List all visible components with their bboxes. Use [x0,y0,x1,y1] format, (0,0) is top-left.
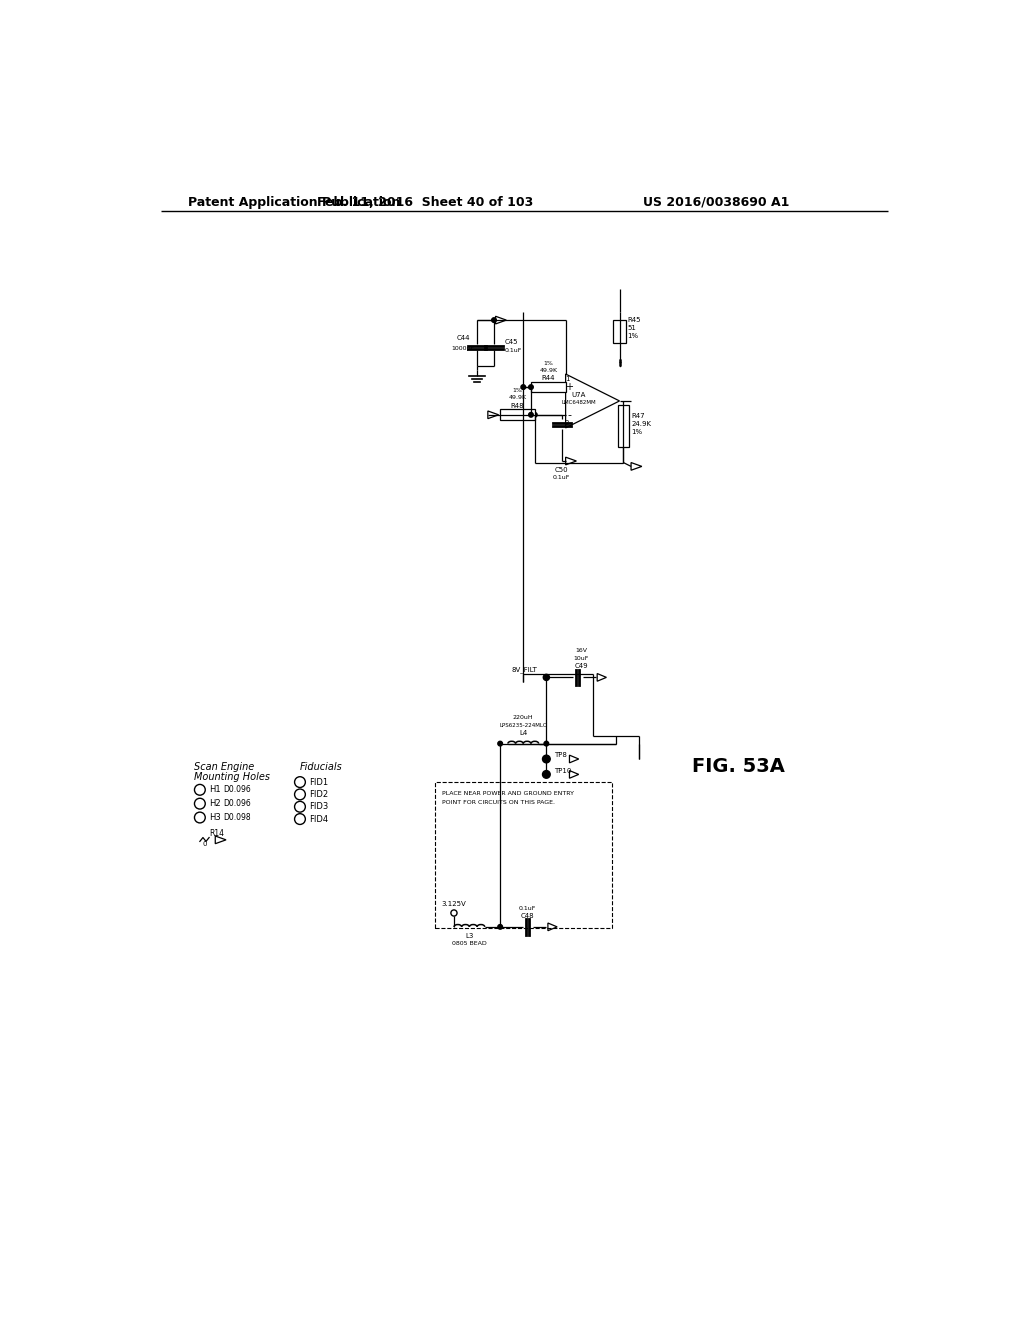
Text: D0.098: D0.098 [223,813,251,822]
Circle shape [544,675,549,680]
Text: 1%: 1% [544,360,553,366]
Text: FIG. 53A: FIG. 53A [692,758,785,776]
Text: 3.125V: 3.125V [441,900,466,907]
Text: H2: H2 [209,799,221,808]
Text: 16V: 16V [575,648,587,653]
Text: 51: 51 [628,325,636,331]
Text: TP8: TP8 [554,752,567,758]
Text: 49.9K: 49.9K [540,368,557,372]
Text: 0.1uF: 0.1uF [553,475,570,480]
Bar [613,321,626,343]
Circle shape [544,742,549,746]
Text: 0: 0 [202,841,207,847]
Text: 24.9K: 24.9K [631,421,651,428]
Text: L4: L4 [519,730,527,735]
Text: 0805 BEAD: 0805 BEAD [452,941,486,946]
Text: D0.096: D0.096 [223,799,251,808]
Text: Fiducials: Fiducials [300,762,343,772]
Text: C48: C48 [520,913,534,919]
Text: H1: H1 [209,785,221,795]
Text: US 2016/0038690 A1: US 2016/0038690 A1 [643,195,788,209]
Text: 49.9K: 49.9K [509,396,526,400]
Text: Scan Engine: Scan Engine [194,762,254,772]
Circle shape [498,742,503,746]
Text: 1%: 1% [513,388,522,393]
Bar [531,381,565,392]
Text: -: - [567,409,571,420]
Text: 1%: 1% [628,333,638,338]
Text: R47: R47 [631,413,645,420]
Text: +: + [565,381,573,392]
Text: 0.1uF: 0.1uF [518,906,536,911]
Circle shape [521,385,525,389]
Text: Mounting Holes: Mounting Holes [194,772,269,781]
Text: PLACE NEAR POWER AND GROUND ENTRY: PLACE NEAR POWER AND GROUND ENTRY [442,791,574,796]
Bar [617,405,629,447]
Text: 1: 1 [565,376,569,383]
Text: TP10: TP10 [554,767,571,774]
Text: Patent Application Publication: Patent Application Publication [188,195,400,209]
Circle shape [543,771,550,779]
Text: FID4: FID4 [309,814,329,824]
Text: 2: 2 [565,420,569,425]
Text: R45: R45 [628,317,641,323]
Circle shape [543,755,550,763]
Text: FID1: FID1 [309,777,329,787]
Text: POINT FOR CIRCUITS ON THIS PAGE.: POINT FOR CIRCUITS ON THIS PAGE. [442,800,555,805]
Text: R14: R14 [209,829,224,838]
Text: 1%: 1% [631,429,642,434]
Text: Feb. 11, 2016  Sheet 40 of 103: Feb. 11, 2016 Sheet 40 of 103 [317,195,534,209]
Text: H3: H3 [209,813,221,822]
Text: LMC6482MM: LMC6482MM [561,400,596,405]
Text: C44: C44 [457,335,470,341]
Text: 0.1uF: 0.1uF [505,347,522,352]
Text: FID3: FID3 [309,803,329,812]
Text: L3: L3 [465,933,473,939]
Circle shape [492,318,497,322]
Text: R44: R44 [542,375,555,381]
Circle shape [528,385,534,389]
Text: C49: C49 [574,663,588,669]
Circle shape [528,413,534,417]
Text: 10uF: 10uF [573,656,589,660]
Text: C50: C50 [555,467,568,474]
Text: FID2: FID2 [309,789,329,799]
Text: C45: C45 [505,339,518,346]
Circle shape [532,413,538,417]
Circle shape [498,924,503,929]
Text: D0.096: D0.096 [223,785,251,795]
Text: R48: R48 [511,403,524,409]
Bar [435,781,611,928]
Text: U7A: U7A [571,392,586,397]
Bar [500,409,535,420]
Text: LPS6235-224MLC: LPS6235-224MLC [500,722,547,727]
Text: 220uH: 220uH [513,715,534,719]
Text: 1000pF: 1000pF [452,346,475,351]
Text: 8V_FILT: 8V_FILT [511,667,538,673]
